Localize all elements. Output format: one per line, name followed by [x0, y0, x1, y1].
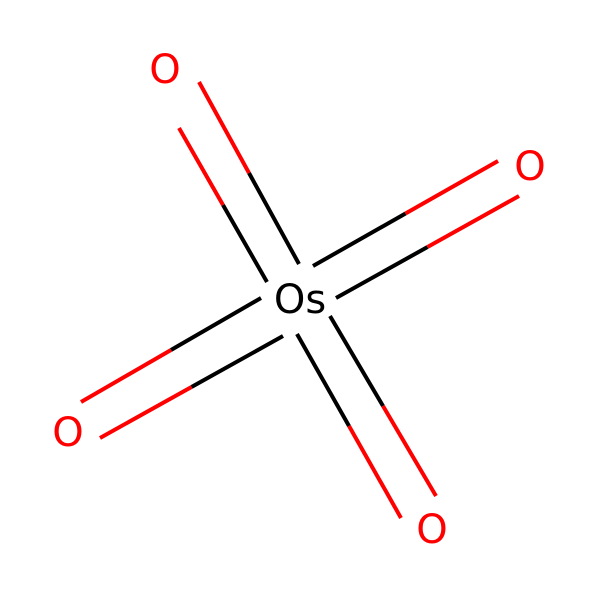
bond-o-top-line2-os-half: [247, 172, 301, 265]
bond-o-left-line2-o-half: [99, 385, 193, 440]
bond-o-right-line2-os-half: [335, 245, 429, 300]
atom-oxygen-right-label: O: [514, 144, 545, 190]
bond-o-bottom-line2-o-half: [381, 404, 438, 498]
atom-osmium-label: Os: [274, 277, 326, 323]
bond-o-bottom-line2-os-half: [328, 314, 385, 408]
bond-o-right-line1-os-half: [312, 211, 407, 268]
bond-o-left-line1-os-half: [169, 296, 263, 352]
bond-o-bottom-line1-os-half: [295, 333, 351, 427]
atom-oxygen-bottom-label: O: [416, 507, 447, 553]
bond-o-left-line2-os-half: [190, 334, 284, 389]
bond-o-top-line1-o-half: [177, 127, 225, 206]
atom-oxygen-left-label: O: [52, 410, 83, 456]
bond-o-left-line1-o-half: [79, 348, 173, 404]
bond-o-right-line2-o-half: [426, 194, 520, 249]
bond-o-right-line1-o-half: [404, 159, 499, 216]
bonds-group: [79, 81, 520, 519]
atoms-group: Os O O O O: [52, 47, 545, 553]
bond-o-top-line2-o-half: [197, 81, 251, 174]
bond-o-bottom-line1-o-half: [347, 425, 403, 519]
bond-o-top-line1-os-half: [221, 204, 269, 283]
atom-oxygen-top-label: O: [149, 47, 180, 93]
